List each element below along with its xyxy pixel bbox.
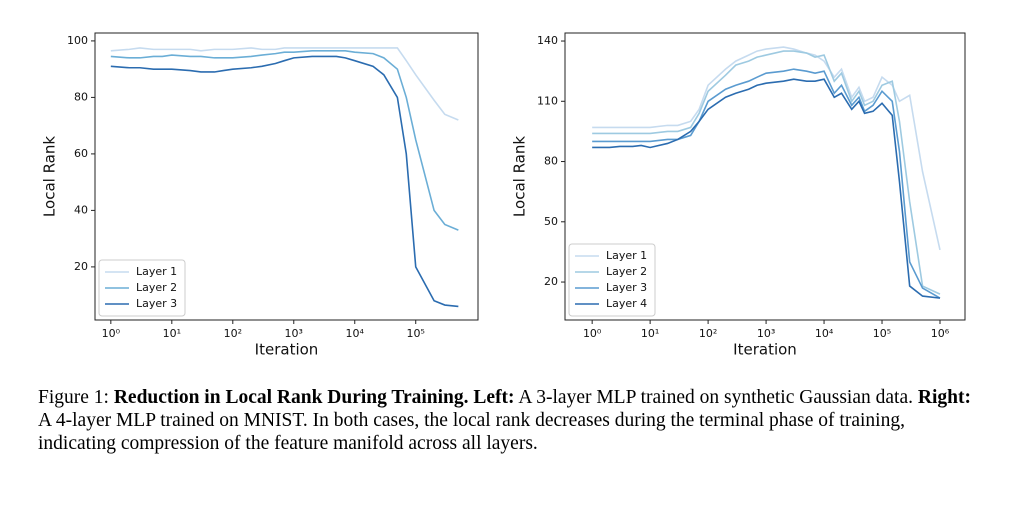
chart: 20 50 80 110 140 10⁰ 10¹ 10² 10³ 10⁴ 10⁵ 10⁶ Iterati…	[511, 32, 966, 359]
caption-label: Figure 1:	[38, 387, 109, 408]
series-line	[110, 50, 459, 231]
legend-label: Layer 1	[136, 265, 177, 278]
series-line	[110, 47, 459, 121]
caption-left-text: A 3-layer MLP trained on synthetic Gauss…	[518, 387, 913, 408]
y-tick-label: 80	[544, 155, 558, 168]
y-tick-label: 20	[74, 260, 88, 273]
x-tick-label: 10¹	[163, 327, 181, 340]
y-tick-label: 50	[544, 215, 558, 228]
x-tick-label: 10³	[285, 327, 303, 340]
y-tick-label: 40	[74, 203, 88, 216]
x-tick-label: 10⁵	[873, 327, 891, 340]
series-line	[592, 68, 941, 299]
series-line	[592, 46, 941, 251]
y-tick-label: 80	[74, 90, 88, 103]
legend-label: Layer 1	[606, 249, 647, 262]
figure: 20 40 60 80 100 10⁰ 10¹ 10² 10³ 10⁴ 10⁵ Iteration Lo…	[41, 32, 966, 359]
x-tick-label: 10⁰	[102, 327, 121, 340]
y-tick-label: 110	[537, 94, 558, 107]
series-line	[110, 55, 459, 308]
chart: 20 40 60 80 100 10⁰ 10¹ 10² 10³ 10⁴ 10⁵ Iteration Lo…	[41, 32, 479, 359]
legend-label: Layer 2	[136, 281, 177, 294]
y-tick-label: 20	[544, 275, 558, 288]
caption-left-label: Left:	[473, 387, 515, 408]
x-tick-label: 10²	[224, 327, 242, 340]
y-axis-label: Local Rank	[511, 136, 529, 217]
legend-box	[98, 259, 186, 317]
x-axis-label: Iteration	[255, 341, 319, 359]
legend-label: Layer 4	[606, 297, 647, 310]
y-tick-label: 140	[537, 34, 558, 47]
x-axis-label: Iteration	[733, 341, 797, 359]
series-line	[592, 50, 941, 295]
x-tick-label: 10⁶	[931, 327, 950, 340]
x-tick-label: 10⁰	[583, 327, 602, 340]
y-tick-label: 100	[67, 34, 88, 47]
caption: Figure 1: Reduction in Local Rank During…	[38, 386, 978, 455]
plot-frame	[94, 32, 479, 321]
legend-label: Layer 2	[606, 265, 647, 278]
caption-right-text: A 4-layer MLP trained on MNIST. In both …	[38, 410, 905, 454]
x-tick-label: 10²	[699, 327, 717, 340]
x-tick-label: 10³	[757, 327, 775, 340]
y-axis-label: Local Rank	[41, 136, 59, 217]
x-tick-label: 10⁵	[407, 327, 425, 340]
x-tick-label: 10⁴	[346, 327, 365, 340]
series-line	[592, 78, 941, 299]
legend-box	[568, 243, 656, 317]
caption-title: Reduction in Local Rank During Training.	[113, 387, 469, 408]
plot-frame	[564, 32, 966, 321]
y-tick-label: 60	[74, 147, 88, 160]
caption-right-label: Right:	[917, 387, 971, 408]
x-tick-label: 10¹	[641, 327, 659, 340]
legend-label: Layer 3	[606, 281, 647, 294]
x-tick-label: 10⁴	[815, 327, 834, 340]
legend-label: Layer 3	[136, 297, 177, 310]
